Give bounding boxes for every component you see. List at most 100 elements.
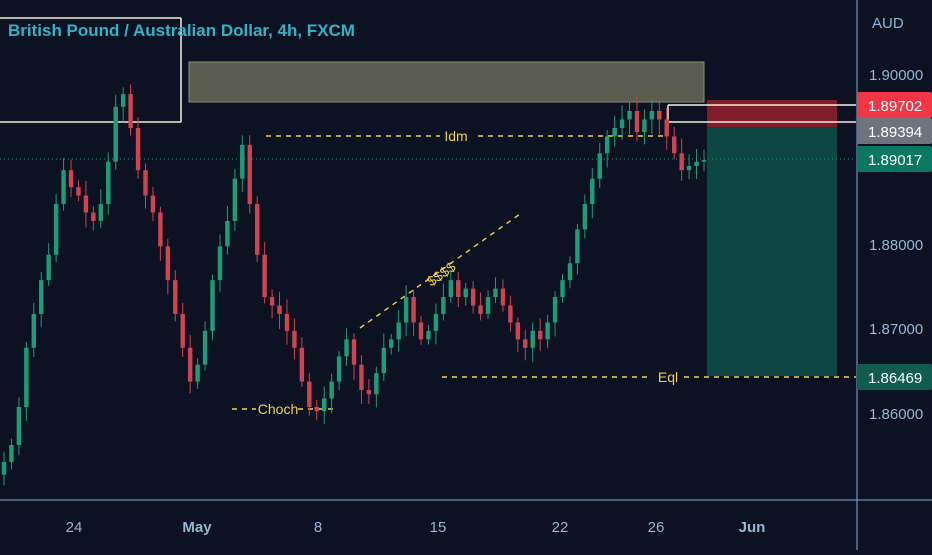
candle[interactable]	[381, 333, 386, 381]
candle[interactable]	[657, 100, 662, 135]
candle[interactable]	[232, 169, 238, 232]
candle[interactable]	[195, 358, 200, 389]
candle[interactable]	[560, 274, 565, 303]
liquidity-trendline[interactable]	[359, 213, 521, 329]
candle[interactable]	[202, 321, 208, 371]
candle[interactable]	[396, 310, 401, 352]
candle[interactable]	[470, 281, 476, 314]
candle[interactable]	[344, 328, 349, 366]
candle[interactable]	[374, 366, 379, 408]
candle[interactable]	[83, 180, 89, 228]
candle[interactable]	[359, 354, 364, 404]
candle[interactable]	[567, 256, 573, 289]
candle[interactable]	[1, 451, 7, 486]
candle[interactable]	[619, 105, 625, 140]
candle[interactable]	[9, 438, 14, 470]
price-tag-target[interactable]: 1.86469	[857, 364, 932, 390]
candle[interactable]	[91, 206, 96, 231]
candle[interactable]	[433, 303, 439, 345]
stop-loss-zone[interactable]	[707, 100, 837, 127]
candle[interactable]	[98, 189, 104, 228]
candle[interactable]	[485, 290, 491, 320]
candle[interactable]	[530, 322, 535, 363]
candle[interactable]	[217, 234, 223, 292]
price-tag-stop[interactable]: 1.89702	[857, 92, 932, 118]
candle[interactable]	[686, 154, 692, 180]
candle[interactable]	[649, 97, 655, 134]
candle[interactable]	[269, 289, 275, 319]
candle[interactable]	[106, 152, 111, 215]
candle[interactable]	[508, 295, 513, 332]
candle[interactable]	[336, 351, 342, 391]
candle[interactable]	[575, 224, 580, 275]
candle[interactable]	[694, 149, 699, 179]
candle[interactable]	[411, 289, 416, 336]
candle[interactable]	[39, 272, 44, 327]
candle[interactable]	[642, 109, 647, 145]
candle[interactable]	[478, 292, 483, 321]
candle[interactable]	[225, 206, 230, 255]
candle[interactable]	[679, 138, 684, 181]
candle[interactable]	[500, 279, 506, 312]
candle[interactable]	[76, 180, 81, 202]
candle[interactable]	[128, 84, 133, 136]
candle[interactable]	[165, 238, 171, 295]
candle[interactable]	[210, 274, 215, 341]
candle[interactable]	[582, 194, 588, 239]
candle[interactable]	[254, 196, 260, 263]
candle[interactable]	[634, 96, 640, 142]
candle[interactable]	[612, 116, 617, 147]
candle[interactable]	[456, 272, 461, 308]
price-tag-entry[interactable]: 1.89394	[857, 118, 932, 144]
supply-zone[interactable]	[188, 61, 705, 103]
candle[interactable]	[46, 243, 51, 286]
candle[interactable]	[604, 130, 610, 168]
candle[interactable]	[61, 158, 66, 211]
candle[interactable]	[187, 335, 193, 394]
candle[interactable]	[299, 337, 305, 387]
candle[interactable]	[284, 299, 290, 345]
candle[interactable]	[672, 126, 677, 160]
take-profit-zone[interactable]	[707, 127, 837, 376]
candle[interactable]	[537, 318, 543, 351]
candle[interactable]	[31, 302, 36, 358]
candle[interactable]	[158, 206, 163, 261]
candle[interactable]	[463, 282, 468, 306]
candle[interactable]	[493, 277, 498, 304]
candle[interactable]	[448, 270, 454, 303]
candle[interactable]	[426, 324, 431, 345]
candle[interactable]	[113, 94, 118, 170]
candle[interactable]	[16, 397, 22, 456]
candle[interactable]	[597, 142, 602, 189]
candle[interactable]	[418, 315, 424, 345]
candle[interactable]	[292, 318, 297, 360]
candle[interactable]	[135, 117, 141, 179]
candle[interactable]	[664, 107, 669, 150]
candle[interactable]	[322, 386, 327, 424]
candle[interactable]	[545, 314, 550, 349]
candle[interactable]	[143, 163, 148, 209]
candle[interactable]	[329, 373, 334, 414]
candle[interactable]	[515, 317, 521, 353]
candle[interactable]	[53, 193, 59, 263]
price-axis[interactable]: 1.90000 1.88000 1.87000 1.86000	[869, 67, 923, 423]
candle[interactable]	[523, 329, 528, 361]
candle[interactable]	[68, 159, 74, 198]
time-axis[interactable]: 24 May 8 15 22 26 Jun	[66, 519, 766, 536]
candle[interactable]	[351, 333, 357, 380]
candle[interactable]	[150, 186, 156, 222]
candle[interactable]	[403, 285, 409, 337]
candle[interactable]	[120, 87, 126, 122]
candle[interactable]	[180, 302, 185, 357]
candle[interactable]	[389, 334, 394, 355]
candle[interactable]	[701, 149, 707, 172]
candle[interactable]	[240, 135, 245, 193]
price-tag-current[interactable]: 1.89017	[857, 146, 932, 172]
candle[interactable]	[24, 341, 29, 421]
candle[interactable]	[307, 373, 312, 416]
candle[interactable]	[552, 291, 558, 337]
candle[interactable]	[173, 270, 178, 322]
candle[interactable]	[441, 283, 446, 321]
candle[interactable]	[314, 399, 319, 421]
